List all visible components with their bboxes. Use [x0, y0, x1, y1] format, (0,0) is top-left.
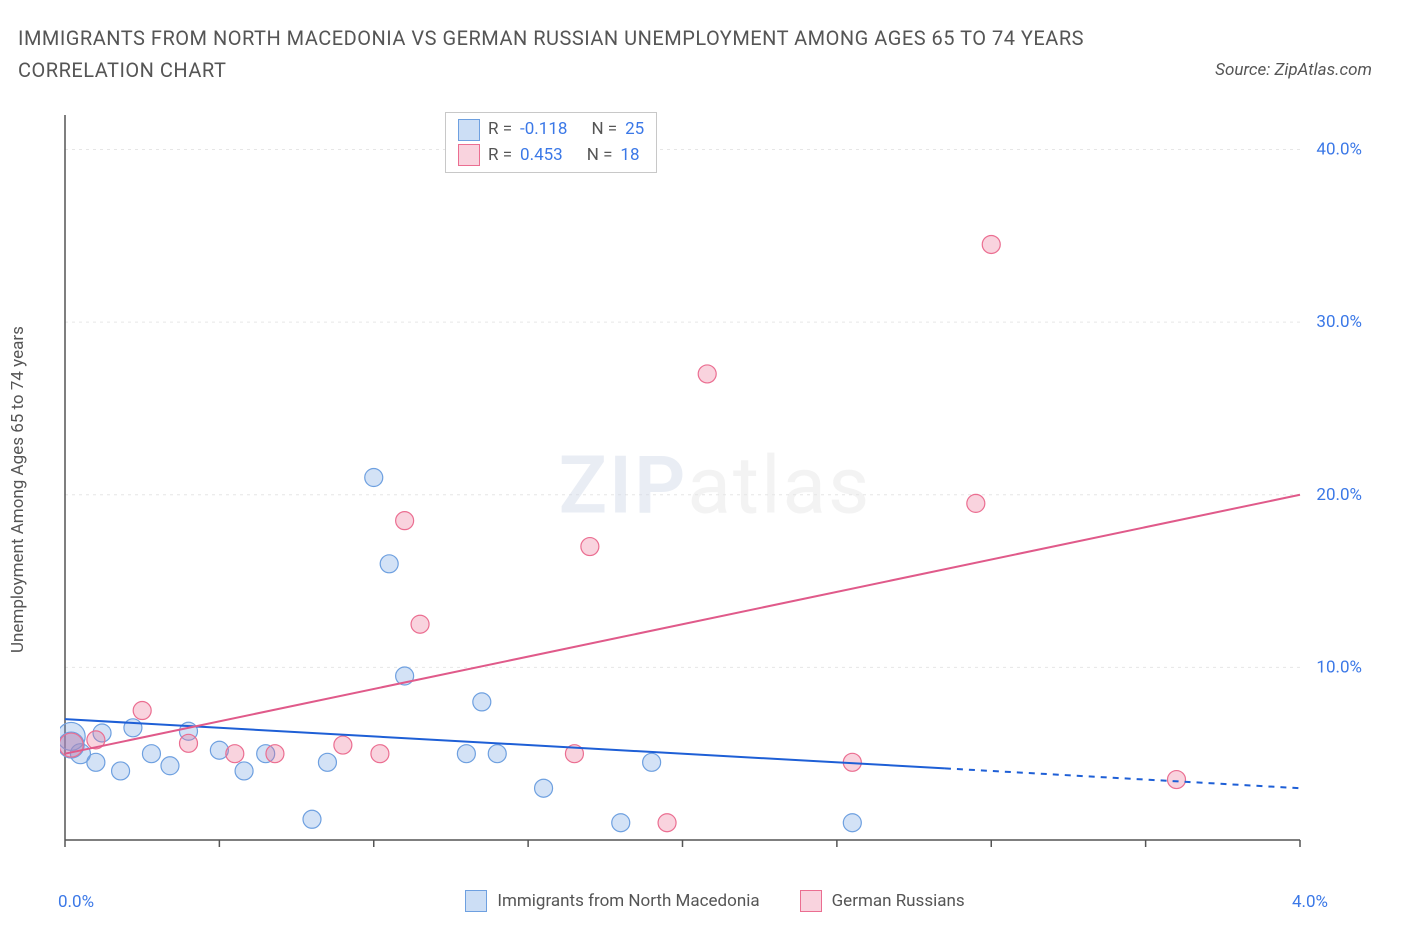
bottom-legend: Immigrants from North Macedonia German R… — [60, 890, 1370, 912]
swatch-icon — [458, 119, 480, 141]
plot-area: 10.0%20.0%30.0%40.0% ZIPatlas — [60, 110, 1370, 870]
y-axis-label: Unemployment Among Ages 65 to 74 years — [8, 130, 28, 850]
swatch-icon — [800, 890, 822, 912]
svg-text:10.0%: 10.0% — [1316, 657, 1362, 677]
swatch-icon — [465, 890, 487, 912]
stats-r-label: R = — [488, 143, 512, 169]
source-label: Source: ZipAtlas.com — [1215, 60, 1372, 80]
svg-text:20.0%: 20.0% — [1316, 485, 1362, 505]
stats-r-label: R = — [488, 117, 512, 143]
stats-row: R = 0.453 N = 18 — [458, 143, 644, 169]
legend-item: Immigrants from North Macedonia — [465, 890, 759, 912]
chart-svg: 10.0% 20.0% 30.0% 40.0% — [60, 110, 1370, 870]
stats-n-label: N = — [591, 117, 617, 143]
stats-n-value: 18 — [620, 143, 639, 169]
stats-r-value: 0.453 — [520, 143, 563, 169]
svg-text:30.0%: 30.0% — [1316, 312, 1362, 332]
legend-label: German Russians — [832, 891, 965, 911]
swatch-icon — [458, 144, 480, 166]
stats-r-value: -0.118 — [520, 117, 567, 143]
page-root: IMMIGRANTS FROM NORTH MACEDONIA VS GERMA… — [0, 0, 1406, 930]
stats-legend-box: R = -0.118 N = 25 R = 0.453 N = 18 — [445, 112, 657, 173]
stats-n-value: 25 — [625, 117, 644, 143]
stats-row: R = -0.118 N = 25 — [458, 117, 644, 143]
chart-title: IMMIGRANTS FROM NORTH MACEDONIA VS GERMA… — [18, 22, 1118, 86]
svg-text:40.0%: 40.0% — [1316, 140, 1362, 160]
legend-item: German Russians — [800, 890, 965, 912]
legend-label: Immigrants from North Macedonia — [497, 891, 759, 911]
stats-n-label: N = — [587, 143, 613, 169]
